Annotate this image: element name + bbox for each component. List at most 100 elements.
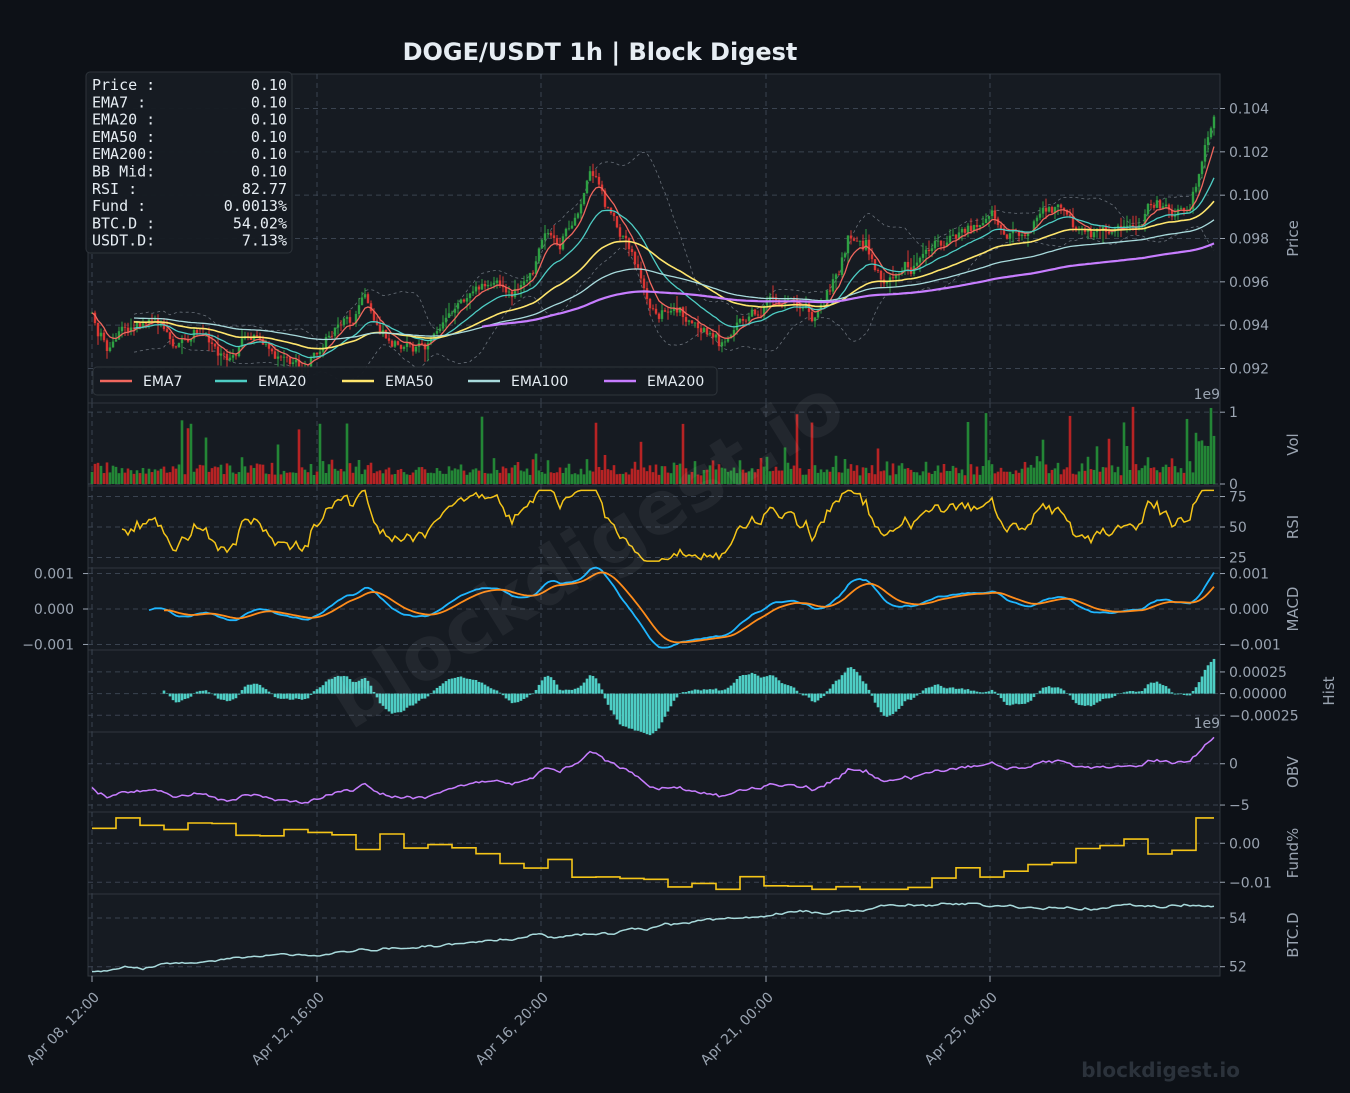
volume-bar	[1080, 463, 1084, 484]
candle-body	[681, 307, 685, 318]
candle-body	[843, 253, 847, 258]
volume-bar	[1206, 446, 1210, 484]
candle-body	[651, 308, 655, 310]
volume-bar	[114, 466, 118, 484]
price-tick-label: 0.096	[1229, 275, 1269, 291]
hist-bar	[879, 693, 883, 713]
candle-body	[954, 234, 958, 239]
hist-bar	[900, 693, 904, 706]
candle-body	[159, 323, 163, 325]
candle-body	[1035, 217, 1039, 222]
hist-bar	[516, 693, 520, 703]
volume-bar	[360, 474, 364, 484]
hist-bar	[366, 680, 370, 694]
hist-bar	[453, 677, 457, 694]
volume-bar	[393, 473, 397, 484]
volume-bar	[462, 470, 466, 484]
hist-bar	[1065, 693, 1069, 694]
hist-bar	[354, 682, 358, 694]
volume-bar	[1059, 474, 1063, 484]
candle-body	[405, 342, 409, 347]
volume-bar	[156, 470, 160, 484]
candle-body	[477, 286, 481, 290]
hist-bar	[336, 675, 340, 694]
hist-tick-label: −0.00025	[1229, 708, 1299, 724]
volume-bar	[1008, 471, 1012, 484]
hist-bar	[429, 693, 433, 694]
candle-body	[936, 240, 940, 242]
hist-bar	[186, 693, 190, 699]
hist-bar	[873, 693, 877, 703]
volume-bar	[279, 474, 283, 484]
info-value: 7.13%	[242, 232, 287, 250]
volume-bar	[1089, 469, 1093, 484]
candle-body	[135, 321, 139, 330]
volume-bar	[705, 469, 709, 484]
hist-bar	[636, 693, 640, 731]
volume-bar	[1020, 468, 1024, 484]
volume-bar	[939, 472, 943, 484]
hist-bar	[201, 690, 205, 694]
candle-body	[996, 218, 1000, 225]
hist-bar	[351, 681, 355, 694]
hist-bar	[1113, 693, 1117, 697]
panel-btcd: 52 54 BTC.D	[87, 893, 1302, 977]
candle-body	[1209, 128, 1213, 138]
candle-body	[846, 235, 850, 254]
legend: EMA7 EMA20 EMA50 EMA100 EMA200	[92, 366, 718, 396]
volume-bar	[669, 473, 673, 484]
rsi-panel-bg	[87, 485, 1221, 569]
volume-bar	[528, 474, 532, 484]
candle-body	[591, 171, 595, 176]
candle-body	[327, 335, 331, 338]
volume-bar	[675, 465, 679, 484]
volume-bar	[891, 463, 895, 484]
volume-bar	[588, 470, 592, 484]
hist-bar	[1155, 681, 1159, 694]
candle-body	[915, 262, 919, 266]
candle-body	[339, 324, 343, 326]
hist-bar	[696, 689, 700, 694]
hist-bar	[678, 693, 682, 694]
volume-bar	[762, 466, 766, 484]
candle-body	[1110, 232, 1114, 234]
volume-bar	[792, 465, 796, 484]
volume-bar	[1005, 471, 1009, 484]
candle-body	[825, 290, 829, 305]
info-box: Price : 0.10 EMA7 : 0.10 EMA20 : 0.10 EMA50 : 0…	[85, 71, 293, 254]
volume-bar	[1146, 457, 1150, 484]
hist-bar	[171, 693, 175, 701]
volume-bar	[738, 460, 742, 484]
candle-body	[984, 218, 988, 224]
volume-bar	[1056, 462, 1060, 484]
volume-bar	[219, 464, 223, 484]
candle-body	[603, 190, 607, 207]
hist-bar	[234, 693, 238, 699]
volume-bar	[648, 465, 652, 484]
obv-tick-label: −5	[1229, 798, 1250, 814]
hist-bar	[684, 692, 688, 694]
hist-bar	[966, 689, 970, 694]
hist-bar	[594, 678, 598, 694]
hist-bar	[795, 690, 799, 694]
candle-body	[555, 238, 559, 244]
hist-bar	[1191, 690, 1195, 694]
hist-bar	[666, 693, 670, 712]
hist-bar	[447, 679, 451, 694]
volume-bar	[1167, 467, 1171, 484]
hist-bar	[648, 693, 652, 736]
volume-bar	[192, 471, 196, 484]
btcd-tick-label: 52	[1229, 960, 1247, 976]
hist-bar	[969, 690, 973, 694]
hist-bar	[654, 693, 658, 732]
candle-body	[1161, 206, 1165, 209]
volume-bar	[741, 469, 745, 484]
candle-body	[279, 356, 283, 358]
candle-body	[732, 330, 736, 336]
volume-bar	[777, 470, 781, 484]
info-value: 0.10	[251, 111, 287, 129]
volume-bar	[732, 467, 736, 484]
candle-body	[612, 212, 616, 217]
volume-bar	[603, 454, 607, 484]
hist-bar	[891, 693, 895, 715]
